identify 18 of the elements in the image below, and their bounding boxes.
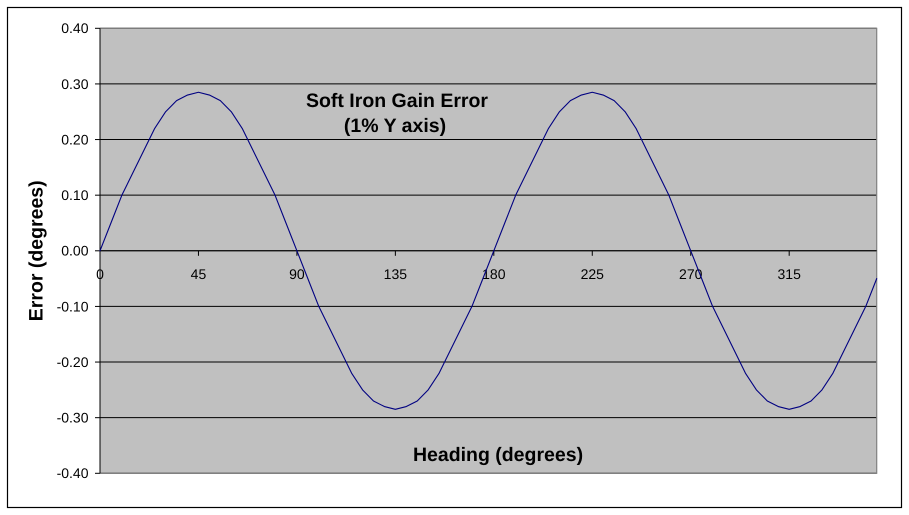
x-tick-label: 135	[384, 266, 408, 282]
y-tick-label: 0.40	[61, 20, 89, 36]
y-tick-label: -0.30	[56, 410, 89, 426]
y-tick-label: 0.30	[61, 76, 89, 92]
y-tick-label: -0.10	[56, 298, 89, 314]
x-tick-label: 315	[778, 266, 802, 282]
text: Soft Iron Gain Error	[306, 90, 488, 112]
x-tick-label: 225	[580, 266, 604, 282]
y-tick-label: -0.40	[56, 465, 89, 482]
x-axis-title: Heading (degrees)	[412, 444, 584, 466]
text: (1% Y axis)	[344, 115, 446, 137]
y-tick-label: -0.20	[56, 354, 89, 370]
y-axis-title: Error (degrees)	[26, 180, 48, 322]
y-tick-label: 0.00	[61, 242, 89, 259]
y-tick-label: 0.20	[61, 131, 89, 148]
x-tick-label: 90	[289, 266, 305, 282]
x-tick-label: 45	[190, 266, 206, 282]
y-tick-label: 0.10	[61, 187, 89, 204]
